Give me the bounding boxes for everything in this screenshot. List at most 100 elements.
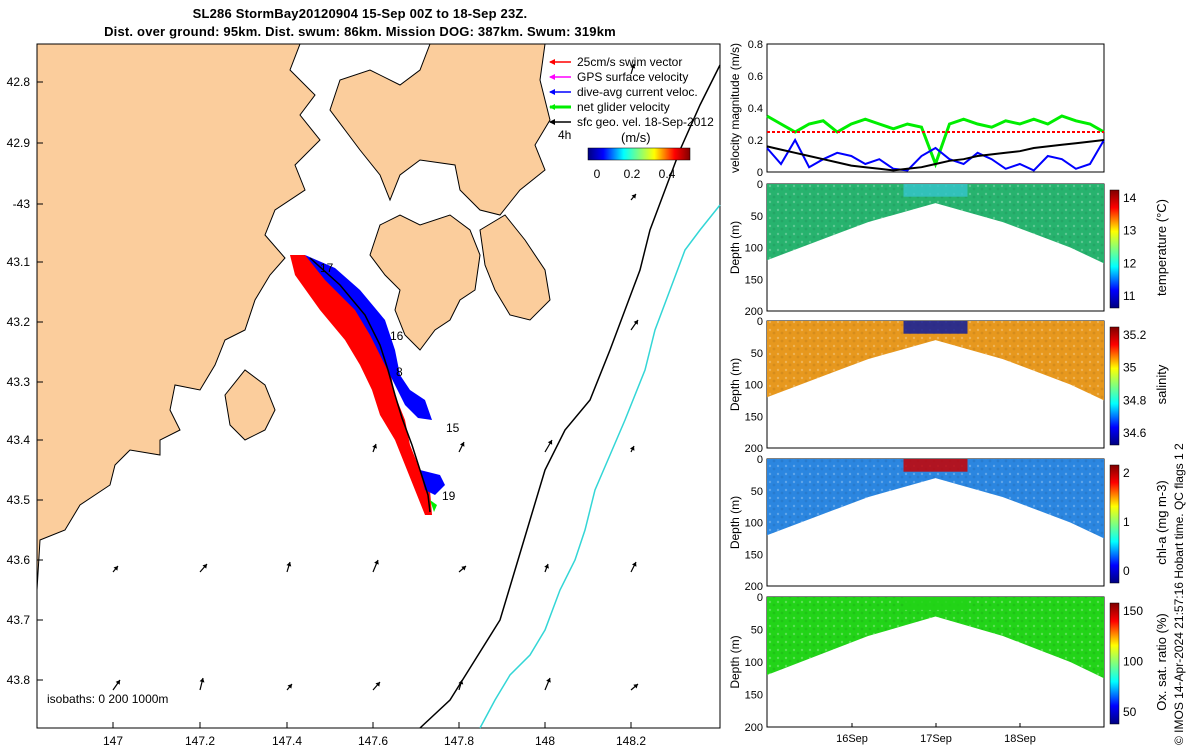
colorbar-tick-label: 14	[1123, 191, 1137, 205]
lat-tick-label: 43.6	[7, 553, 31, 567]
lat-tick-label: 42.8	[7, 75, 31, 89]
legend-entry: GPS surface velocity	[549, 70, 688, 84]
glider-track-blue	[305, 255, 432, 420]
section-colorbar	[1109, 464, 1120, 584]
day-label: 8	[396, 365, 403, 379]
y-tick-label: 200	[745, 306, 763, 318]
sfc-velocity-arrow	[630, 319, 639, 331]
sfc-velocity-arrow	[372, 443, 377, 453]
sfc-velocity-arrow	[458, 679, 464, 691]
y-tick-label: 0.6	[748, 71, 763, 83]
glider-track-red	[290, 255, 432, 515]
plot-title-line1: SL286 StormBay20120904 15-Sep 00Z to 18-…	[192, 6, 528, 21]
lon-tick-label: 148	[535, 734, 555, 748]
glider-track	[290, 255, 445, 515]
y-tick-label: 150	[745, 411, 763, 423]
right-panels: 0 0.2 0.4 0.6 0.8 velocity magnitude (m/s) 0 50…	[728, 39, 1169, 745]
sfc-velocity-arrow	[372, 681, 381, 691]
y-tick-label: 0	[757, 316, 763, 328]
lat-tick-label: 43.7	[7, 613, 31, 627]
colorbar-tick-label: 150	[1123, 604, 1143, 618]
colorbar-tick-label: 11	[1123, 289, 1136, 303]
sfc-velocity-arrow	[286, 561, 292, 573]
y-axis-label: Depth (m)	[728, 358, 742, 411]
day-labels: 17 16 8 15 19	[320, 261, 460, 503]
section-texture	[767, 459, 1104, 539]
legend-label: GPS surface velocity	[577, 70, 688, 84]
sfc-velocity-arrow	[544, 677, 551, 691]
isobath-1000m	[419, 64, 721, 729]
land-western-mainland	[37, 44, 321, 591]
lat-tick-label: 43.1	[7, 255, 31, 269]
sfc-velocity-arrow	[286, 683, 293, 691]
y-tick-label: 0	[757, 454, 763, 466]
y-tick-label: 50	[751, 211, 763, 223]
lat-tick-label: 42.9	[7, 136, 31, 150]
x-tick-label: 17Sep	[920, 733, 952, 745]
colorbar-label: temperature (°C)	[1154, 199, 1169, 296]
colorbar-tick-label: 50	[1123, 705, 1137, 719]
section-colorbar	[1109, 189, 1120, 309]
x-tick-label: 18Sep	[1004, 733, 1036, 745]
sfc-velocity-arrow	[372, 559, 379, 573]
legend-entry: 25cm/s swim vector	[549, 55, 682, 69]
colorbar-tick-label: 1	[1123, 515, 1130, 529]
y-tick-label: 100	[745, 518, 763, 530]
day-label: 17	[320, 261, 334, 275]
legend-entry: sfc geo. vel. 18-Sep-2012	[549, 115, 714, 129]
sfc-velocity-arrow	[630, 683, 639, 691]
colorbar-tick-label: 100	[1123, 655, 1143, 669]
section-texture	[767, 321, 1104, 401]
lat-tick-label: 43.5	[7, 493, 31, 507]
colorbar-tick-label: 35.2	[1123, 328, 1147, 342]
sfc-velocity-arrow	[199, 677, 205, 691]
land-eastern-peninsula	[479, 214, 551, 321]
section-surface-anomaly	[903, 597, 968, 610]
y-tick-label: 200	[745, 581, 763, 593]
y-tick-label: 0	[757, 179, 763, 191]
colorbar-tick-label: 35	[1123, 361, 1137, 375]
colorbar-tick-label: 13	[1123, 224, 1137, 238]
colorbar-unit: (m/s)	[621, 130, 651, 145]
section-panel: 0 50 100 150 200 Depth (m) 2 1 0 chl-a (mg m-3)	[728, 454, 1169, 593]
y-tick-label: 100	[745, 380, 763, 392]
legend-entry: net glider velocity	[549, 100, 670, 114]
sfc-velocity-arrow	[199, 563, 208, 573]
section-surface-anomaly	[903, 321, 968, 334]
speed-colorbar	[587, 147, 691, 161]
map-axis-ticks: 147 147.2 147.4 147.6 147.8 148 148.2 42.8 42.9 -…	[7, 75, 647, 748]
x-tick-label: 16Sep	[836, 733, 868, 745]
arrow-icon	[549, 104, 555, 110]
legend-label: 25cm/s swim vector	[577, 55, 682, 69]
isobaths-label: isobaths: 0 200 1000m	[47, 692, 168, 706]
y-tick-label: 0.2	[748, 135, 763, 147]
land-tasman-peninsula	[224, 369, 276, 441]
isobath-200m	[479, 204, 721, 729]
lon-tick-label: 148.2	[616, 734, 646, 748]
lon-tick-label: 147.4	[272, 734, 302, 748]
section-colorbar	[1109, 326, 1120, 446]
day-label: 15	[446, 421, 460, 435]
y-tick-label: 100	[745, 243, 763, 255]
legend-extra-label: 4h	[558, 128, 571, 142]
velocity-panel: 0 0.2 0.4 0.6 0.8 velocity magnitude (m/s)	[728, 39, 1105, 179]
y-tick-label: 0	[757, 167, 763, 179]
section-colorbar	[1109, 602, 1120, 725]
y-tick-label: 0.4	[748, 103, 763, 115]
lat-tick-label: 43.8	[7, 673, 31, 687]
y-tick-label: 150	[745, 690, 763, 702]
sfc-velocity-arrow	[630, 561, 637, 573]
lon-tick-label: 147.2	[185, 734, 215, 748]
arrow-icon	[549, 74, 555, 80]
arrow-icon	[549, 59, 555, 65]
y-tick-label: 50	[751, 486, 763, 498]
y-axis-label: velocity magnitude (m/s)	[728, 43, 742, 173]
day-label: 16	[390, 329, 404, 343]
y-tick-label: 0	[757, 592, 763, 604]
lon-tick-label: 147.8	[444, 734, 474, 748]
y-tick-label: 100	[745, 657, 763, 669]
lat-tick-label: -43	[13, 197, 31, 211]
colorbar-tick-label: 0.2	[624, 167, 641, 181]
